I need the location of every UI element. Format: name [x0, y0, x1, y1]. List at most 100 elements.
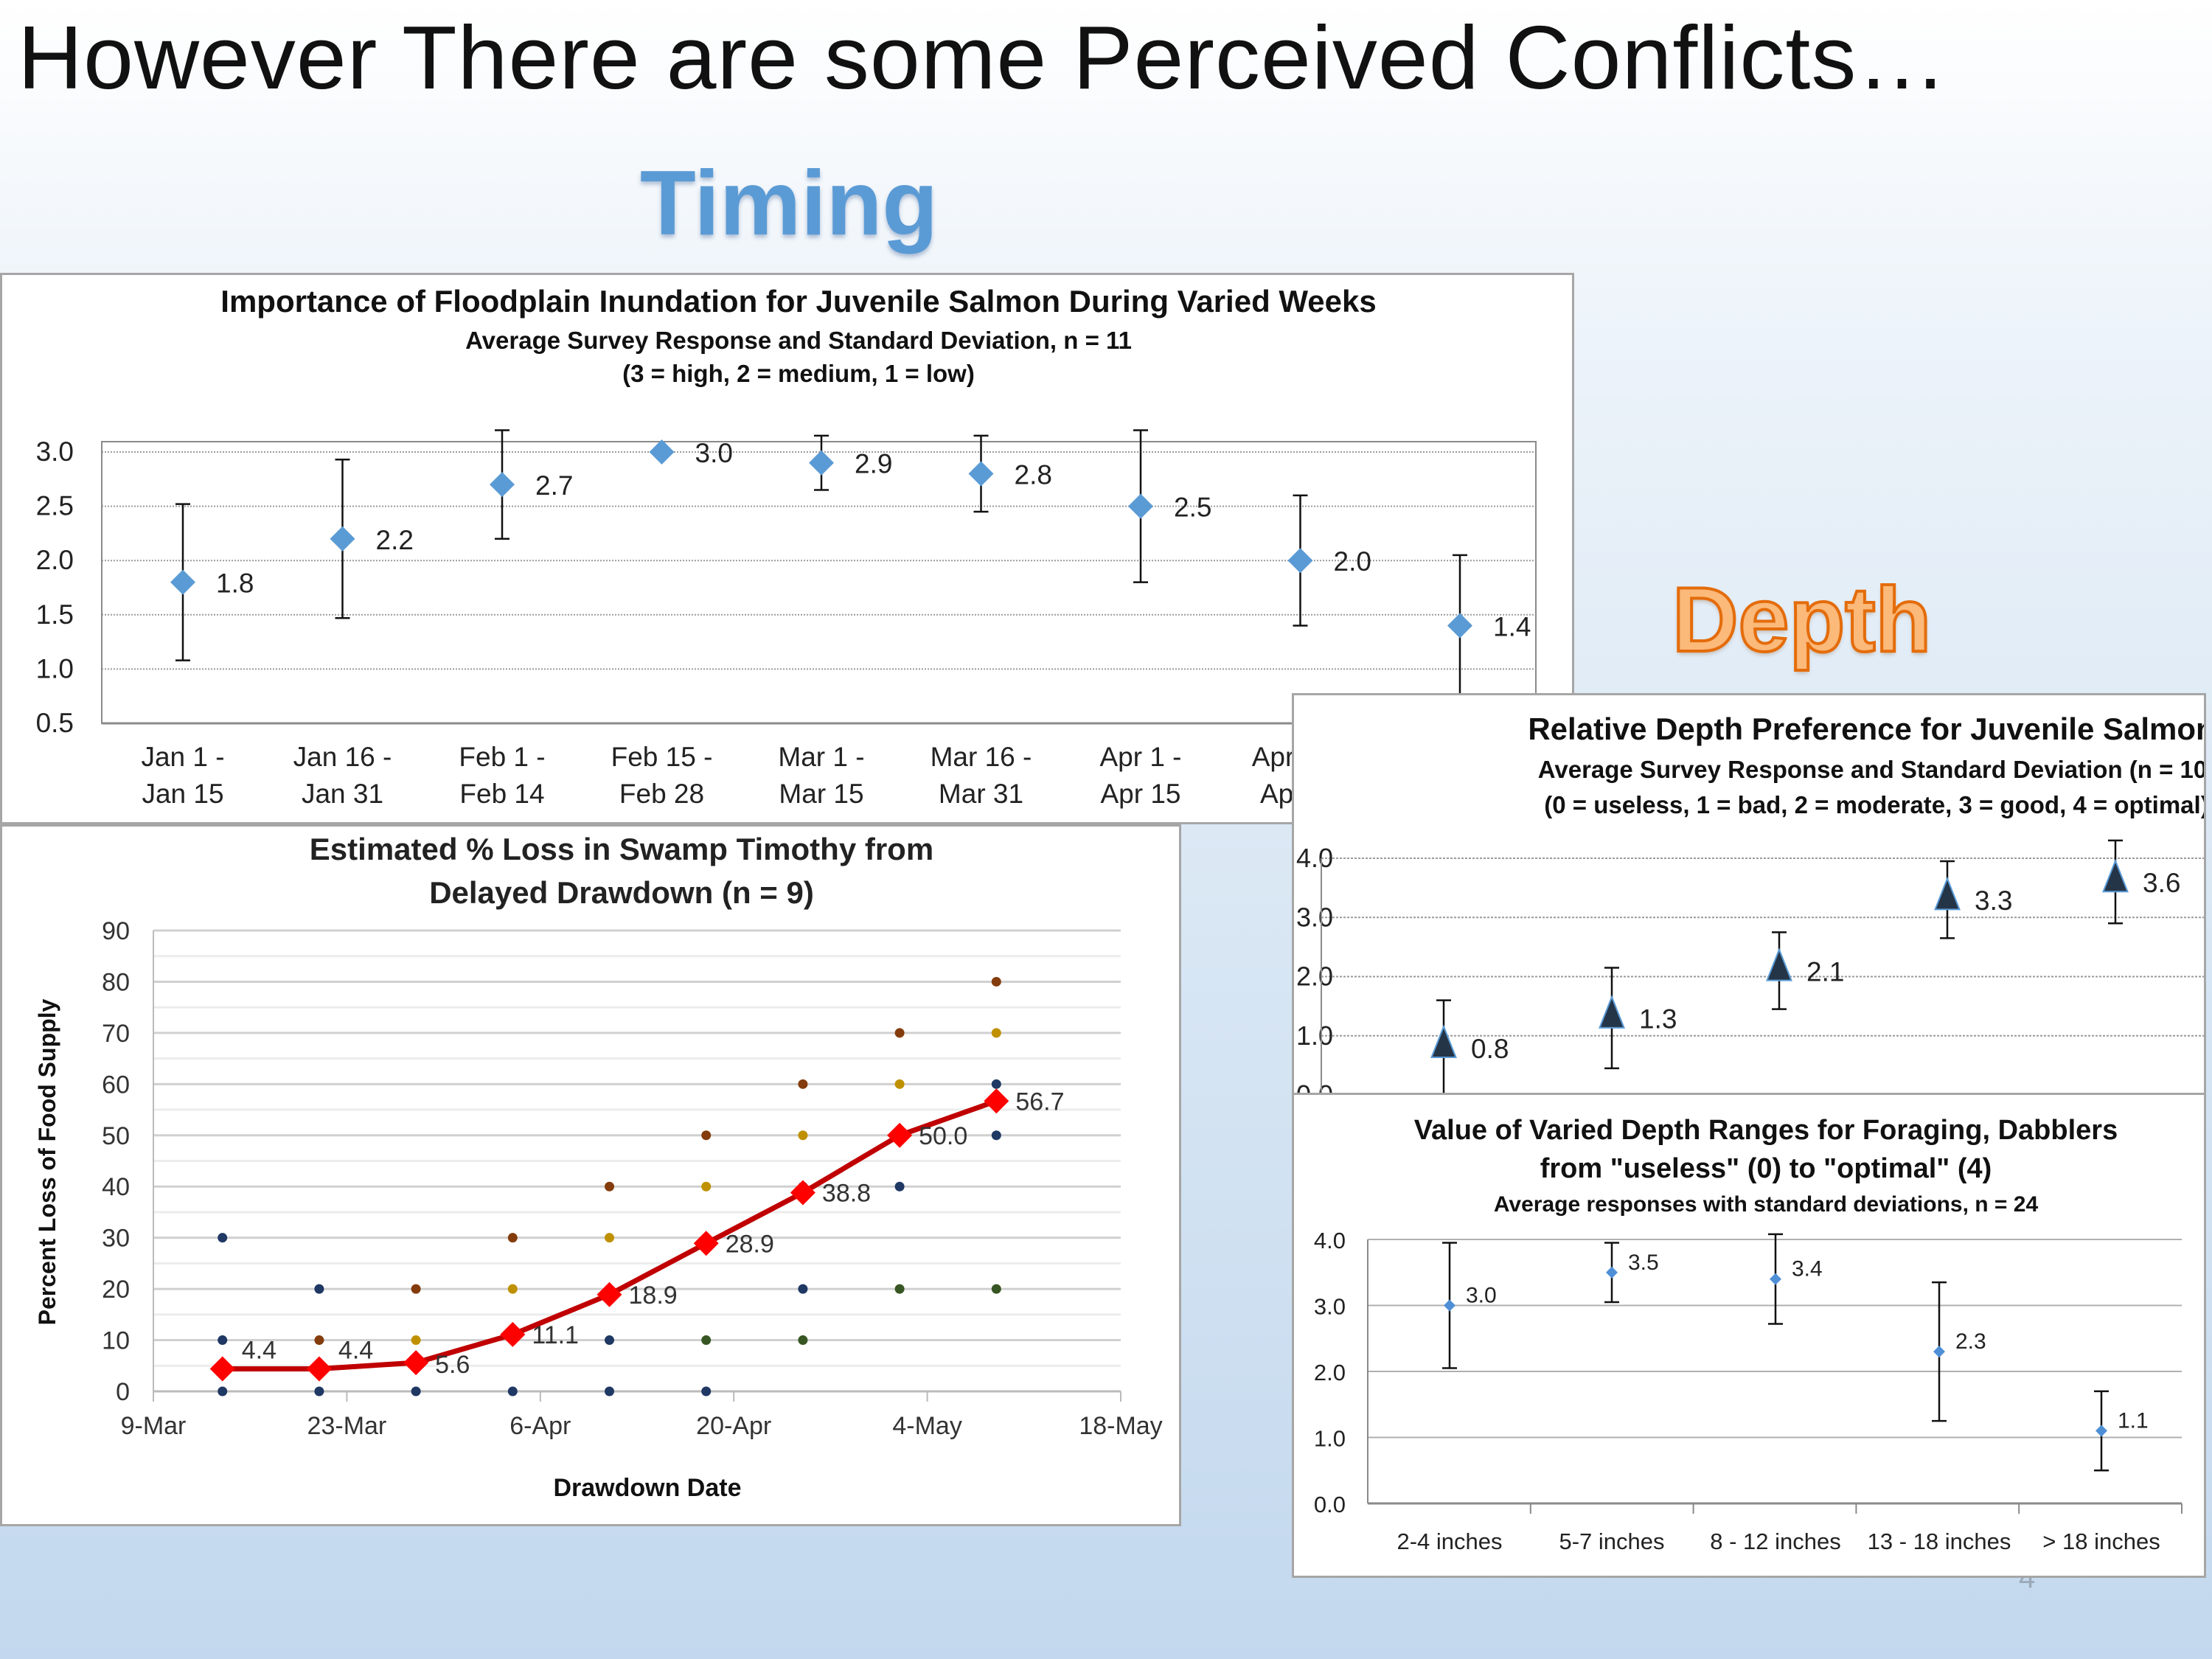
response-point — [798, 1079, 808, 1089]
y-tick-label: 90 — [102, 917, 130, 945]
data-label: 3.0 — [695, 438, 733, 468]
data-label: 2.3 — [1955, 1329, 1986, 1354]
y-tick-label: 3.0 — [1314, 1294, 1346, 1320]
data-point-marker — [1766, 947, 1792, 981]
chart-title-line2: Delayed Drawdown (n = 9) — [429, 875, 814, 910]
data-label: 3.4 — [1792, 1257, 1823, 1281]
data-point-marker — [1287, 548, 1313, 574]
response-point — [701, 1335, 712, 1346]
response-point — [605, 1386, 615, 1397]
data-point-marker — [170, 569, 195, 595]
response-point — [605, 1335, 615, 1346]
response-point — [991, 976, 1001, 987]
data-point-marker — [1128, 493, 1153, 519]
chart-subtitle: Average Survey Response and Standard Dev… — [465, 327, 1132, 354]
response-point — [701, 1181, 712, 1192]
response-point — [411, 1335, 421, 1346]
y-tick-label: 1.0 — [1314, 1426, 1346, 1452]
x-category-label: Jan 31 — [302, 779, 383, 809]
data-point-marker — [2102, 858, 2129, 893]
mean-loss-marker — [306, 1356, 332, 1382]
chart-swamp-timothy-svg: Estimated % Loss in Swamp Timothy from De… — [34, 832, 1163, 1502]
data-point-marker — [1933, 1346, 1945, 1358]
data-point-marker — [1770, 1273, 1781, 1285]
x-category-label: > 18 inches — [2042, 1528, 2160, 1554]
y-tick-label: 3.0 — [1296, 902, 1333, 932]
data-label: 3.5 — [1628, 1251, 1659, 1275]
response-point — [507, 1233, 518, 1243]
chart-title: Estimated % Loss in Swamp Timothy from — [310, 832, 933, 866]
data-point-marker — [1444, 1299, 1455, 1312]
response-point — [894, 1284, 905, 1294]
response-point — [507, 1386, 518, 1397]
response-point — [507, 1284, 518, 1294]
response-point — [798, 1335, 808, 1346]
chart-subtitle-scale: (3 = high, 2 = medium, 1 = low) — [622, 360, 975, 387]
data-label: 2.2 — [376, 525, 414, 555]
chart-subtitle-scale: Average responses with standard deviatio… — [1494, 1192, 2039, 1217]
x-tick-label: 4-May — [892, 1412, 961, 1440]
mean-loss-marker — [403, 1350, 429, 1376]
y-tick-label: 1.0 — [1296, 1020, 1333, 1051]
y-tick-label: 80 — [102, 968, 130, 996]
y-tick-label: 2.0 — [1314, 1360, 1346, 1385]
response-point — [411, 1284, 421, 1294]
chart-depth-preference-svg: Relative Depth Preference for Juvenile S… — [1296, 712, 2206, 1093]
y-axis-label: Percent Loss of Food Supply — [34, 998, 60, 1325]
response-point — [218, 1386, 228, 1397]
data-label: 3.3 — [1975, 886, 2012, 916]
data-point-marker — [330, 526, 355, 552]
y-tick-label: 2.5 — [36, 491, 74, 521]
data-label: 50.0 — [919, 1122, 967, 1150]
data-label: 4.4 — [242, 1336, 276, 1364]
y-tick-label: 70 — [102, 1020, 130, 1048]
response-point — [605, 1233, 615, 1243]
x-category-label: 8 - 12 inches — [1710, 1528, 1841, 1554]
x-category-label: 13 - 18 inches — [1868, 1528, 2011, 1554]
response-point — [991, 1028, 1001, 1038]
response-point — [314, 1284, 324, 1294]
x-tick-label: 18-May — [1079, 1412, 1162, 1440]
y-tick-label: 10 — [102, 1327, 130, 1355]
x-category-label: Jan 16 - — [293, 742, 392, 772]
chart-title: Value of Varied Depth Ranges for Foragin… — [1414, 1115, 2118, 1146]
chart-depth-preference: Relative Depth Preference for Juvenile S… — [1292, 693, 2206, 1095]
data-label: 1.8 — [216, 568, 254, 599]
chart-title: Relative Depth Preference for Juvenile S… — [1528, 712, 2206, 746]
chart-dabbler-depth-svg: Value of Varied Depth Ranges for Foragin… — [1314, 1115, 2183, 1554]
data-label: 2.5 — [1174, 493, 1211, 523]
data-label: 2.9 — [855, 449, 892, 479]
mean-loss-marker — [984, 1088, 1009, 1114]
x-tick-label: 6-Apr — [509, 1412, 571, 1440]
mean-loss-marker — [693, 1231, 719, 1256]
response-point — [894, 1181, 905, 1192]
y-tick-label: 0.0 — [1314, 1492, 1346, 1517]
y-tick-label: 1.5 — [36, 599, 74, 630]
response-point — [798, 1130, 808, 1141]
data-label: 18.9 — [629, 1281, 678, 1310]
response-point — [991, 1079, 1001, 1089]
x-tick-label: 9-Mar — [121, 1412, 187, 1440]
y-tick-label: 20 — [102, 1276, 130, 1304]
data-label: 2.8 — [1015, 459, 1052, 490]
data-point-marker — [649, 439, 675, 465]
y-tick-label: 0.5 — [36, 708, 74, 738]
data-point-marker — [2096, 1425, 2107, 1437]
response-point — [314, 1335, 324, 1346]
x-category-label: Mar 16 - — [931, 742, 1032, 772]
mean-loss-marker — [209, 1356, 235, 1382]
data-label: 3.6 — [2143, 868, 2180, 898]
response-point — [894, 1079, 905, 1089]
data-label: 4.4 — [338, 1336, 373, 1364]
slide-title: However There are some Perceived Conflic… — [18, 7, 1948, 108]
y-tick-label: 60 — [102, 1071, 130, 1099]
response-point — [991, 1130, 1001, 1141]
data-label: 2.7 — [535, 470, 573, 501]
x-category-label: Feb 1 - — [459, 742, 545, 772]
data-label: 11.1 — [532, 1321, 579, 1349]
response-point — [218, 1335, 228, 1346]
response-point — [605, 1181, 615, 1192]
chart-swamp-timothy-loss: Estimated % Loss in Swamp Timothy from De… — [0, 824, 1181, 1526]
data-label: 1.3 — [1639, 1004, 1677, 1034]
data-point-marker — [968, 461, 994, 487]
